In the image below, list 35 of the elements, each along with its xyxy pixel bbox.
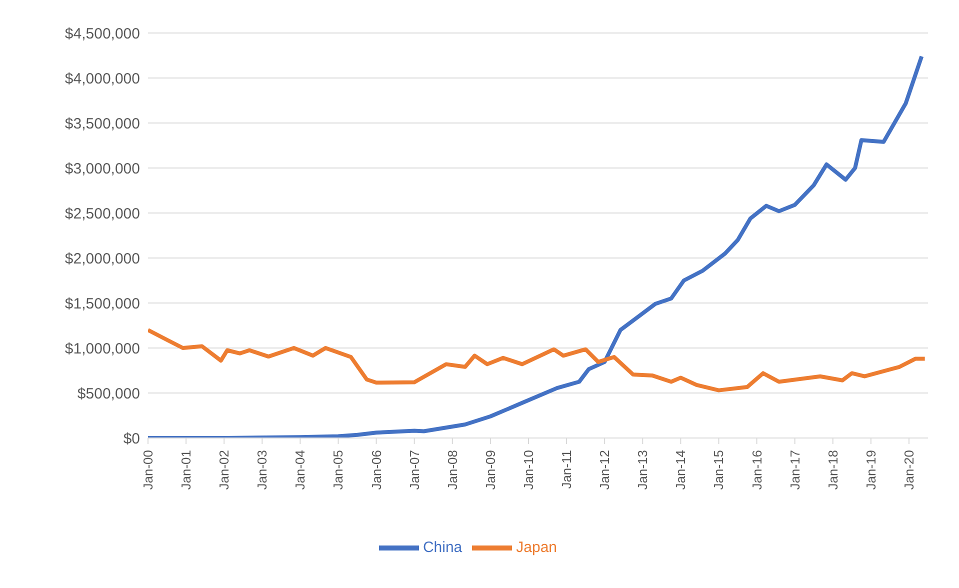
line-series	[148, 328, 927, 392]
x-tick-label: Jan-08	[444, 450, 460, 490]
legend-label: Japan	[516, 538, 558, 556]
x-tick-label: Jan-00	[140, 450, 156, 490]
y-tick-label: $4,000,000	[64, 70, 140, 88]
x-tick-label: Jan-17	[787, 450, 802, 490]
y-tick-label: $2,000,000	[64, 250, 140, 268]
y-tick-label: $2,500,000	[64, 205, 140, 222]
y-tick-label: $500,000	[77, 385, 140, 402]
x-tick-label: Jan-09	[482, 450, 498, 490]
y-tick-label: $3,500,000	[64, 115, 140, 132]
x-tick-label: Jan-19	[863, 450, 878, 490]
x-tick-label: Jan-20	[901, 450, 916, 490]
y-tick-label: $1,500,000	[64, 295, 140, 312]
legend-label: China	[422, 538, 462, 556]
x-tick-label: Jan-01	[178, 450, 194, 490]
y-tick-label: $4,500,000	[64, 25, 140, 42]
line-series	[148, 54, 924, 438]
x-tick-label: Jan-13	[635, 450, 650, 490]
x-tick-label: Jan-11	[559, 450, 574, 489]
x-tick-label: Jan-14	[673, 450, 688, 490]
x-tick-label: Jan-03	[254, 450, 270, 490]
x-tick-label: Jan-04	[292, 450, 308, 490]
x-tick-label: Jan-15	[711, 450, 726, 490]
x-tick-label: Jan-10	[520, 450, 536, 490]
y-tick-label: $3,000,000	[64, 160, 140, 178]
x-tick-label: Jan-06	[368, 450, 384, 490]
y-tick-label: $0	[123, 430, 140, 448]
x-tick-label: Jan-16	[749, 450, 764, 490]
x-tick-label: Jan-07	[406, 450, 422, 490]
x-tick-label: Jan-05	[330, 450, 346, 490]
y-tick-label: $1,000,000	[64, 340, 140, 358]
x-tick-label: Jan-12	[597, 450, 612, 490]
x-tick-label: Jan-02	[216, 450, 232, 490]
x-tick-label: Jan-18	[825, 450, 840, 490]
